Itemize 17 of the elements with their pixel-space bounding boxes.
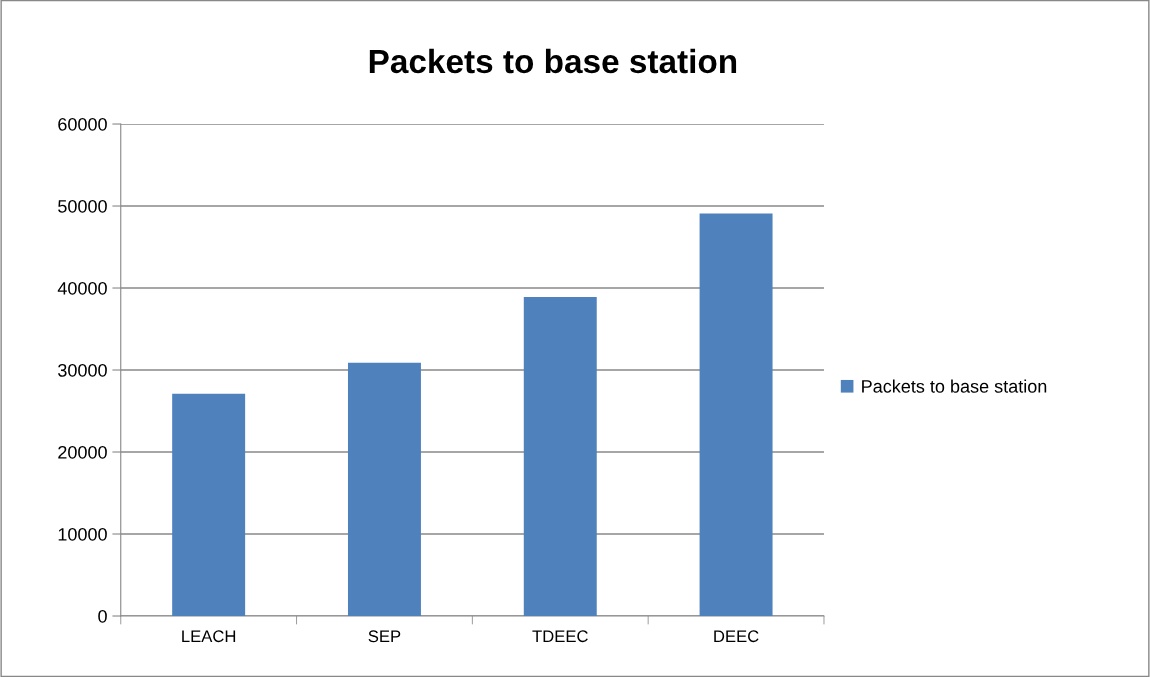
y-tick-label: 20000 <box>58 445 107 459</box>
x-tick-label: SEP <box>368 630 401 643</box>
x-tick-label: TDEEC <box>532 630 588 643</box>
x-tick-label: DEEC <box>714 630 759 643</box>
legend-label: Packets to base station <box>862 379 1047 393</box>
x-tick-label: LEACH <box>182 630 236 643</box>
y-tick-label: 30000 <box>58 363 107 377</box>
bar <box>699 213 773 616</box>
y-tick-label: 0 <box>98 609 107 623</box>
y-tick-label: 60000 <box>58 117 107 131</box>
bar <box>347 362 421 616</box>
y-tick-label: 40000 <box>57 281 107 295</box>
y-tick-label: 10000 <box>58 527 107 541</box>
bar <box>523 297 597 616</box>
y-tick-label: 50000 <box>58 199 107 213</box>
bar <box>172 393 246 616</box>
chart-title: Packets to base station <box>369 48 737 74</box>
